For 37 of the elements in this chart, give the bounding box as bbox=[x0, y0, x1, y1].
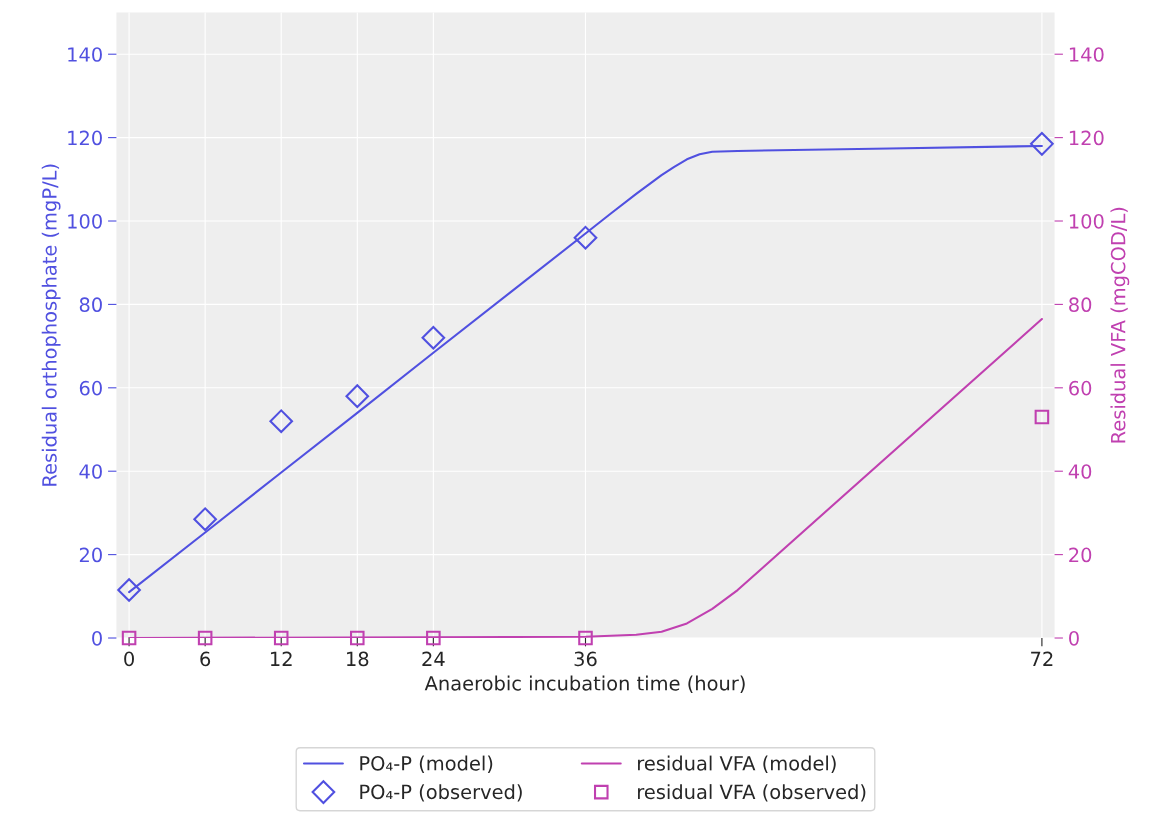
y2-tick-label: 120 bbox=[1069, 130, 1104, 146]
point bbox=[269, 409, 294, 434]
legend-label: residual VFA (observed) bbox=[638, 784, 866, 802]
point bbox=[1030, 132, 1054, 156]
point bbox=[421, 325, 446, 350]
x-tick-label: 0 bbox=[124, 651, 134, 667]
point bbox=[573, 225, 598, 250]
y-tick-label: 140 bbox=[68, 47, 102, 62]
y2-tick-label: 80 bbox=[1069, 297, 1092, 313]
y2-tick-label: 100 bbox=[1069, 213, 1104, 229]
y2-tick-label: 140 bbox=[1069, 47, 1104, 62]
point bbox=[193, 507, 217, 532]
y2-tick-label: 0 bbox=[1069, 630, 1079, 646]
y-tick-label: 60 bbox=[79, 380, 102, 396]
x-tick-label: 6 bbox=[200, 651, 211, 667]
legend-label: residual VFA (model) bbox=[638, 755, 836, 773]
y-tick-label: 0 bbox=[92, 630, 102, 646]
legend-label: PO₄-P (observed) bbox=[360, 784, 522, 802]
y-tick-label: 20 bbox=[79, 547, 102, 563]
legend-label: PO₄-P (model) bbox=[360, 755, 493, 773]
y-tick-label: 100 bbox=[68, 213, 102, 229]
point bbox=[345, 384, 370, 408]
x-tick-label: 72 bbox=[1031, 651, 1053, 666]
y2-axis-title: Residual VFA (mgCOD/L) bbox=[1110, 207, 1130, 443]
x-axis-title: Anaerobic incubation time (hour) bbox=[424, 675, 745, 693]
y-axis-title: Residual orthophosphate (mgP/L) bbox=[41, 164, 61, 486]
x-tick-label: 24 bbox=[422, 651, 445, 666]
y2-tick-label: 20 bbox=[1069, 547, 1092, 563]
y-tick-label: 120 bbox=[68, 130, 102, 146]
x-tick-label: 36 bbox=[574, 651, 597, 667]
y2-tick-label: 60 bbox=[1069, 380, 1092, 396]
point bbox=[117, 578, 141, 602]
y-tick-label: 80 bbox=[79, 297, 102, 313]
x-tick-label: 18 bbox=[347, 651, 369, 667]
y-tick-label: 40 bbox=[79, 464, 102, 479]
y2-tick-label: 40 bbox=[1068, 464, 1092, 479]
x-tick-label: 12 bbox=[270, 651, 292, 666]
